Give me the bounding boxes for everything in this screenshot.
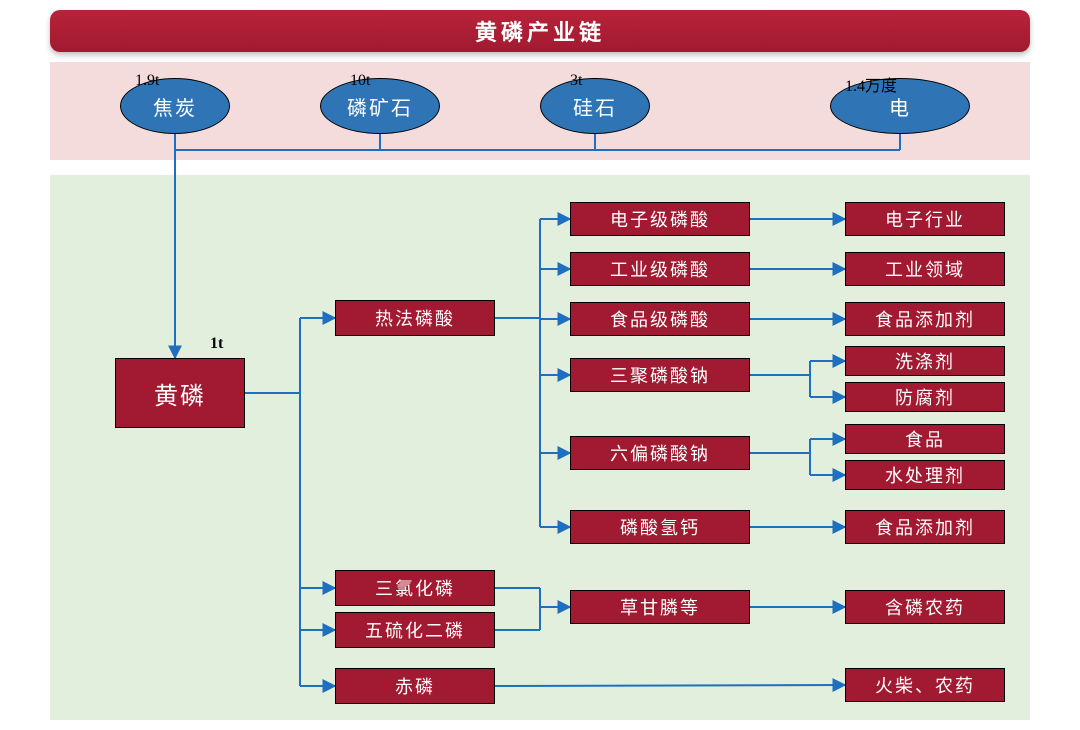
node-out-water: 水处理剂 [845, 460, 1005, 490]
node-rfa: 热法磷酸 [335, 300, 495, 336]
node-redp: 赤磷 [335, 668, 495, 704]
node-dcp: 磷酸氢钙 [570, 510, 750, 544]
node-stpp: 三聚磷酸钠 [570, 358, 750, 392]
node-out-match: 火柴、农药 [845, 668, 1005, 702]
node-out-elec: 电子行业 [845, 202, 1005, 236]
node-out-food2: 食品 [845, 424, 1005, 454]
input-silica: 硅石 [540, 78, 650, 134]
input-tag-elec: 1.4万度 [845, 72, 897, 96]
node-out-det: 洗涤剂 [845, 346, 1005, 376]
node-eacid: 电子级磷酸 [570, 202, 750, 236]
node-out-food3: 食品添加剂 [845, 510, 1005, 544]
input-tag-phosRock: 10t [350, 72, 370, 90]
node-out-food1: 食品添加剂 [845, 302, 1005, 336]
input-phosRock: 磷矿石 [320, 78, 440, 134]
input-tag-coke: 1.9t [135, 72, 159, 90]
node-out-pres: 防腐剂 [845, 382, 1005, 412]
input-tag-silica: 3t [570, 72, 582, 90]
node-yp: 黄磷 [115, 358, 245, 428]
node-shmp: 六偏磷酸钠 [570, 436, 750, 470]
node-out-ind: 工业领域 [845, 252, 1005, 286]
node-out-pest: 含磷农药 [845, 590, 1005, 624]
label-oneT: 1t [210, 335, 223, 353]
node-facid: 食品级磷酸 [570, 302, 750, 336]
node-pcl3: 三氯化磷 [335, 570, 495, 606]
node-gly: 草甘膦等 [570, 590, 750, 624]
node-iacid: 工业级磷酸 [570, 252, 750, 286]
node-p2s5: 五硫化二磷 [335, 612, 495, 648]
